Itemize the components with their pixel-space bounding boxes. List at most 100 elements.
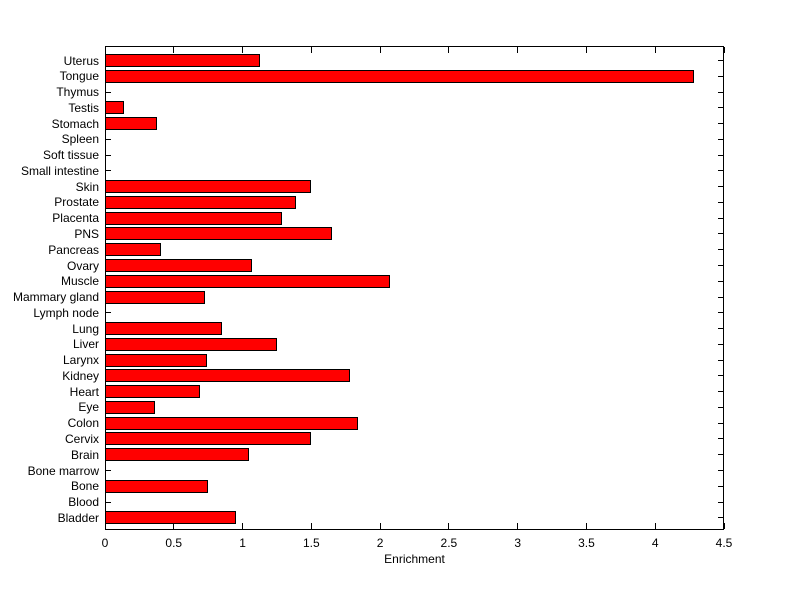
x-axis-label: Enrichment bbox=[384, 552, 445, 566]
bar bbox=[105, 54, 260, 67]
y-tick-label: Testis bbox=[68, 100, 99, 115]
y-tick-label: Bladder bbox=[57, 510, 99, 525]
bar bbox=[105, 416, 358, 430]
y-tick-right bbox=[718, 138, 723, 140]
x-tick-label: 4 bbox=[651, 536, 659, 550]
x-tick-bottom bbox=[448, 523, 450, 529]
x-tick-top bbox=[448, 47, 450, 53]
y-tick-right bbox=[718, 280, 723, 282]
x-tick-bottom bbox=[242, 523, 244, 529]
bar bbox=[105, 180, 311, 194]
y-tick-left bbox=[106, 138, 111, 140]
x-tick-top bbox=[173, 47, 175, 53]
y-tick-label: Muscle bbox=[60, 274, 99, 289]
y-tick-right bbox=[718, 485, 723, 487]
y-tick-left bbox=[106, 312, 111, 314]
y-tick-right bbox=[718, 438, 723, 440]
y-tick-right bbox=[718, 201, 723, 203]
bar bbox=[105, 369, 350, 383]
y-tick-right bbox=[718, 296, 723, 298]
bar bbox=[105, 432, 311, 446]
y-tick-right bbox=[718, 249, 723, 251]
bar bbox=[105, 117, 157, 131]
y-tick-label: Bone marrow bbox=[27, 463, 99, 478]
y-tick-right bbox=[718, 391, 723, 393]
x-tick-bottom bbox=[585, 523, 587, 529]
bar bbox=[105, 227, 332, 241]
y-tick-label: Kidney bbox=[62, 368, 99, 383]
bar bbox=[105, 400, 155, 414]
y-tick-right bbox=[718, 312, 723, 314]
x-tick-bottom bbox=[723, 523, 725, 529]
y-tick-label: Pancreas bbox=[48, 242, 99, 257]
y-tick-right bbox=[718, 91, 723, 93]
y-tick-right bbox=[718, 343, 723, 345]
x-tick-label: 0.5 bbox=[165, 536, 183, 550]
bar bbox=[105, 211, 282, 225]
y-tick-right bbox=[718, 501, 723, 503]
y-tick-left bbox=[106, 501, 111, 503]
y-tick-right bbox=[718, 75, 723, 77]
y-tick-right bbox=[718, 328, 723, 330]
y-tick-right bbox=[718, 186, 723, 188]
y-tick-right bbox=[718, 517, 723, 519]
bar bbox=[105, 101, 124, 115]
x-tick-label: 1 bbox=[239, 536, 246, 550]
y-tick-label: Uterus bbox=[63, 53, 99, 68]
x-tick-bottom bbox=[379, 523, 381, 529]
bar bbox=[105, 385, 200, 399]
y-tick-right bbox=[718, 454, 723, 456]
y-tick-label: Cervix bbox=[64, 431, 99, 446]
x-tick-top bbox=[242, 47, 244, 53]
y-tick-label: Brain bbox=[70, 447, 99, 462]
y-tick-right bbox=[718, 422, 723, 424]
x-tick-top bbox=[585, 47, 587, 53]
x-tick-bottom bbox=[173, 523, 175, 529]
y-tick-label: Lung bbox=[72, 321, 99, 336]
x-tick-label: 1.5 bbox=[302, 536, 320, 550]
bar bbox=[105, 337, 277, 351]
bar bbox=[105, 69, 694, 83]
x-tick-top bbox=[723, 47, 725, 53]
y-tick-right bbox=[718, 217, 723, 219]
y-tick-label: Small intestine bbox=[20, 163, 99, 178]
bar bbox=[105, 322, 222, 336]
y-tick-label: Blood bbox=[68, 495, 99, 510]
y-tick-label: Ovary bbox=[66, 258, 99, 273]
bar bbox=[105, 353, 207, 367]
y-tick-label: Colon bbox=[67, 416, 99, 431]
y-tick-label: Tongue bbox=[59, 69, 99, 84]
x-tick-bottom bbox=[517, 523, 519, 529]
y-tick-right bbox=[718, 359, 723, 361]
y-tick-right bbox=[718, 107, 723, 109]
bar bbox=[105, 448, 249, 462]
bar bbox=[105, 243, 161, 257]
y-tick-label: Bone bbox=[70, 479, 99, 494]
x-tick-label: 2 bbox=[376, 536, 384, 550]
y-tick-label: Prostate bbox=[54, 195, 99, 210]
y-tick-left bbox=[106, 170, 111, 172]
y-tick-right bbox=[718, 406, 723, 408]
bar bbox=[105, 195, 296, 209]
x-tick-top bbox=[654, 47, 656, 53]
x-tick-top bbox=[310, 47, 312, 53]
x-tick-bottom bbox=[310, 523, 312, 529]
x-tick-label: 3 bbox=[514, 536, 521, 550]
y-tick-right bbox=[718, 170, 723, 172]
y-tick-label: Larynx bbox=[62, 353, 99, 368]
x-tick-bottom bbox=[104, 523, 106, 529]
x-tick-label: 0 bbox=[101, 536, 109, 550]
y-tick-left bbox=[106, 470, 111, 472]
y-tick-right bbox=[718, 265, 723, 266]
x-tick-top bbox=[104, 47, 106, 53]
x-tick-label: 4.5 bbox=[715, 536, 733, 550]
y-tick-label: Heart bbox=[69, 384, 99, 399]
bar bbox=[105, 259, 252, 272]
y-tick-right bbox=[718, 60, 723, 61]
bar bbox=[105, 274, 390, 288]
y-tick-label: Spleen bbox=[61, 132, 99, 147]
bar bbox=[105, 511, 236, 525]
x-tick-label: 3.5 bbox=[578, 536, 595, 550]
y-tick-left bbox=[106, 154, 111, 156]
